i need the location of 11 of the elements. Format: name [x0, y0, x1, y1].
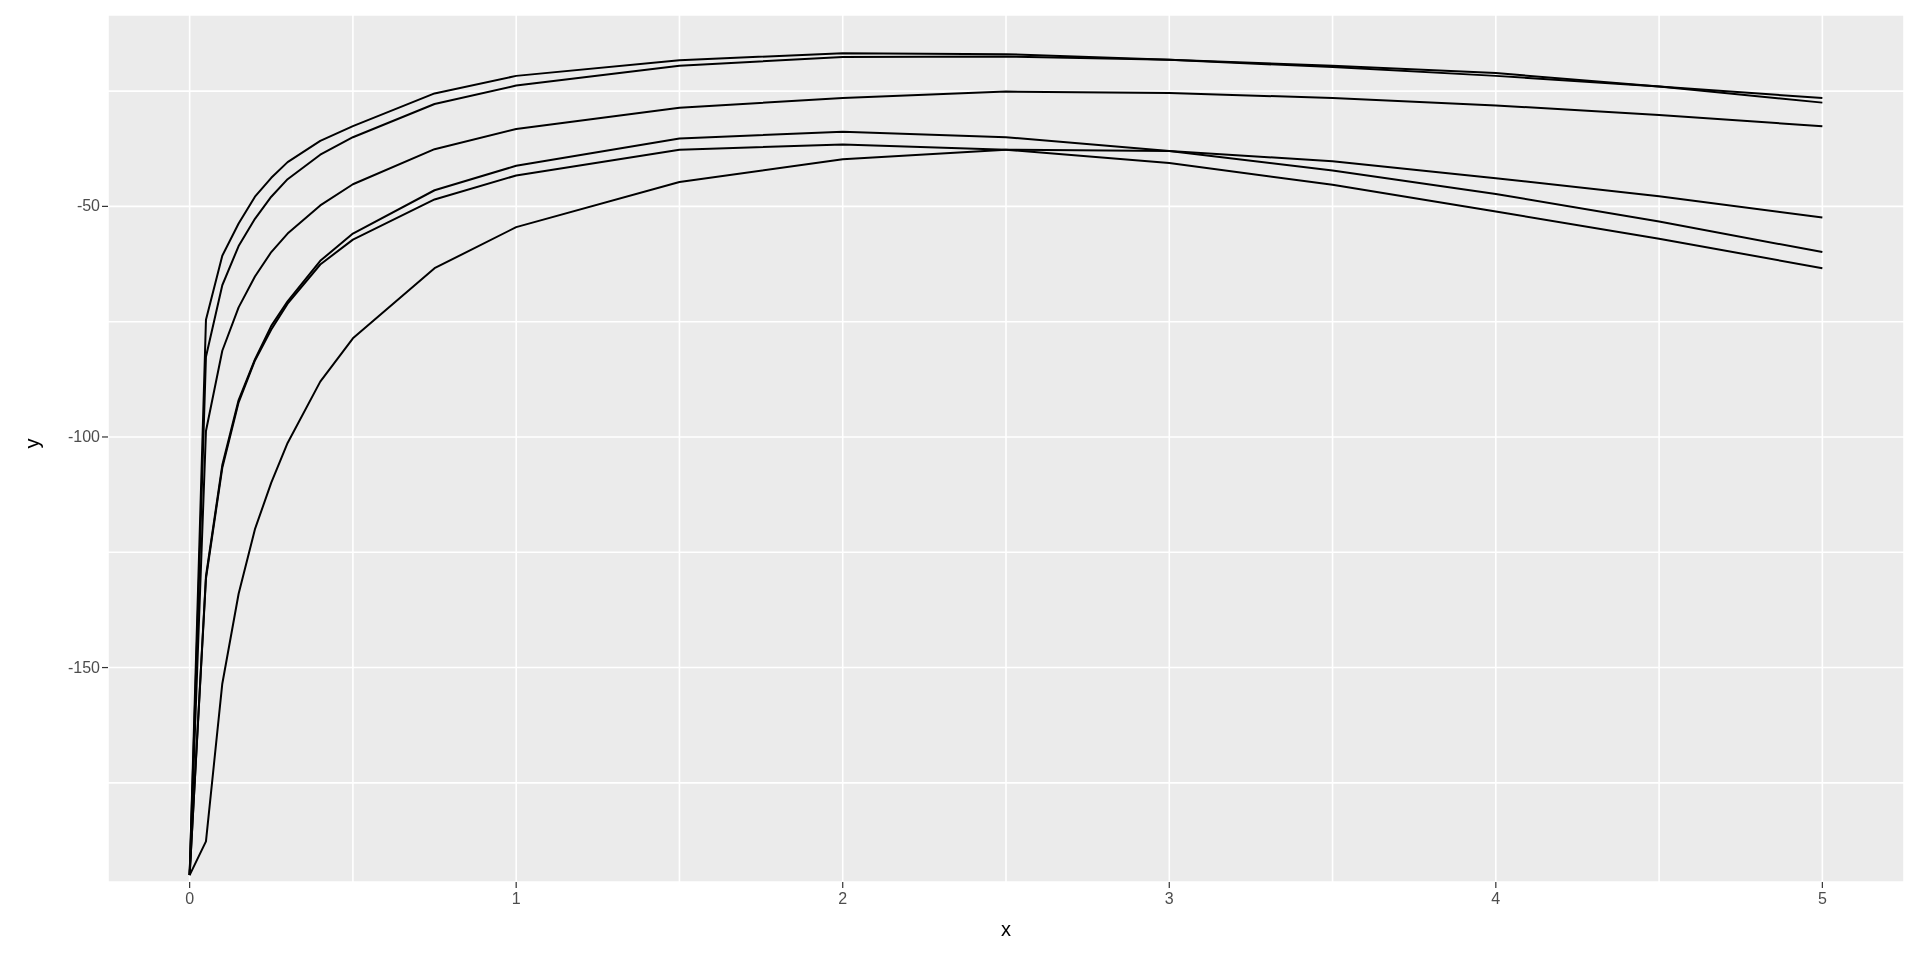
y-axis-title: y	[21, 438, 44, 449]
x-axis-title: x	[1001, 918, 1011, 940]
x-tick-label: 2	[838, 890, 848, 907]
x-tick-label: 3	[1164, 890, 1174, 907]
x-tick-label: 5	[1817, 890, 1827, 907]
x-tick-label: 0	[185, 890, 195, 907]
y-tick-label: -50	[76, 197, 101, 215]
x-tick-label: 4	[1491, 890, 1501, 907]
y-tick-label: -150	[67, 658, 101, 676]
x-tick-label: 1	[511, 890, 521, 907]
y-tick-label: -100	[67, 427, 101, 445]
